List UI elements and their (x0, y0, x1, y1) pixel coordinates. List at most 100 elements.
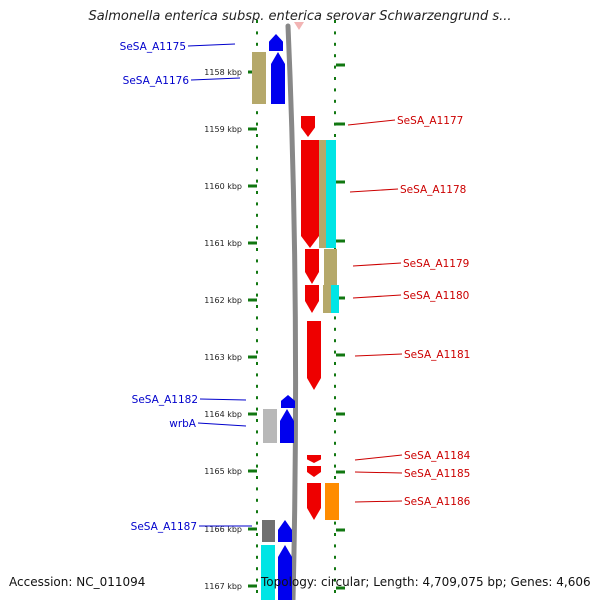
reverse-gene-label: SeSA_A1184 (404, 450, 471, 462)
reverse-gene-leader-line (354, 500, 403, 503)
ruler-tick-label: 1163 kbp (204, 353, 242, 362)
reverse-track-tick (334, 88, 336, 92)
reverse-track-tick (334, 476, 336, 479)
reverse-ruler-tick (336, 353, 345, 357)
reverse-track-tick (334, 339, 336, 343)
ruler-tick-label: 1166 kbp (204, 525, 242, 534)
reverse-track-tick (334, 99, 336, 103)
reverse-gene-label: SeSA_A1180 (403, 290, 469, 302)
reverse-gene-leader-line (352, 262, 402, 267)
ruler-tick-label: 1162 kbp (204, 296, 242, 305)
reverse-gene-label: SeSA_A1178 (400, 184, 466, 196)
forward-gene-label: SeSA_A1182 (132, 394, 198, 406)
ruler-track-tick (256, 31, 258, 35)
genome-stats-text: Topology: circular; Length: 4,709,075 bp… (261, 575, 591, 589)
reverse-ruler-tick (336, 528, 345, 532)
cog-cyan-box (326, 140, 336, 248)
reverse-track-tick (334, 555, 336, 559)
reverse-track-tick (334, 77, 336, 80)
accession-text: Accession: NC_011094 (9, 575, 146, 589)
ruler-track-tick (256, 362, 258, 365)
ruler-track-tick (256, 282, 258, 286)
cog-cyan-box (261, 545, 275, 600)
reverse-track-tick (334, 122, 336, 126)
ruler-major-tick (248, 355, 257, 359)
ruler-track-tick (256, 555, 258, 559)
ruler-track-tick (256, 419, 258, 422)
reverse-ruler-tick (336, 180, 345, 184)
ruler-track-tick (256, 225, 258, 229)
ruler-track-tick (256, 339, 258, 343)
reverse-gene-leader-line (354, 353, 403, 357)
reverse-track-tick (334, 533, 336, 536)
reverse-track-tick (334, 65, 336, 69)
ruler-track-tick (256, 248, 258, 251)
reverse-track-tick (334, 430, 336, 434)
ruler-track-tick (256, 510, 258, 514)
ruler-tick-label: 1164 kbp (204, 410, 242, 419)
ruler-track-tick (256, 533, 258, 536)
ruler-track-tick (256, 327, 258, 331)
ruler-track-tick (256, 498, 258, 502)
ruler-tick-label: 1167 kbp (204, 582, 242, 591)
reverse-track-tick (334, 396, 336, 400)
reverse-track-tick (334, 441, 336, 445)
reverse-track-tick (334, 362, 336, 365)
ruler-track-tick (256, 384, 258, 388)
forward-gene-leader-line (197, 422, 247, 427)
ruler-tick-label: 1158 kbp (204, 68, 242, 77)
ruler-track-tick (256, 453, 258, 457)
forward-gene-label: SeSA_A1176 (123, 75, 190, 87)
ruler-track-tick (256, 134, 258, 137)
reverse-track-tick (334, 464, 336, 468)
forward-gene-arrow (280, 409, 294, 443)
reverse-track-tick (334, 384, 336, 388)
ruler-major-tick (248, 412, 257, 416)
reverse-track-tick (334, 590, 336, 593)
cog-cyan-box (331, 285, 339, 313)
ruler-major-tick (248, 127, 257, 131)
cog-gray-box (263, 409, 277, 443)
ruler-major-tick (248, 241, 257, 245)
ruler-track-tick (256, 396, 258, 400)
reverse-track-tick (334, 567, 336, 571)
ruler-track-tick (256, 578, 258, 582)
reverse-gene-leader-line (352, 294, 402, 299)
reverse-track-tick (334, 31, 336, 35)
reverse-track-tick (334, 42, 336, 46)
ruler-track-tick (256, 42, 258, 46)
reverse-gene-arrow (307, 321, 321, 390)
reverse-track-tick (334, 350, 336, 354)
forward-gene-arrow (278, 520, 292, 542)
ruler-track-tick (256, 122, 258, 126)
reverse-gene-arrow (307, 483, 321, 520)
reverse-gene-leader-line (354, 471, 403, 474)
cog-khaki-box (323, 285, 331, 313)
reverse-ruler-tick (336, 239, 345, 243)
ruler-track-tick (256, 521, 258, 525)
reverse-gene-arrow (301, 140, 319, 248)
ruler-track-tick (256, 544, 258, 548)
cog-orange-box (325, 483, 339, 520)
reverse-gene-arrow (305, 249, 319, 284)
reverse-ruler-tick (336, 586, 345, 590)
sequence-position-marker (294, 22, 304, 30)
reverse-track-tick (334, 134, 336, 137)
reverse-gene-leader-line (349, 188, 399, 193)
forward-gene-label: SeSA_A1175 (120, 41, 186, 53)
ruler-tick-label: 1160 kbp (204, 182, 242, 191)
reverse-track-tick (334, 316, 336, 320)
reverse-track-tick (334, 111, 336, 115)
forward-gene-arrow (269, 34, 283, 51)
ruler-track-tick (256, 168, 258, 172)
ruler-track-tick (256, 20, 258, 23)
reverse-track-tick (334, 327, 336, 331)
cog-khaki-box (252, 52, 266, 104)
reverse-track-tick (334, 373, 336, 377)
ruler-track-tick (256, 441, 258, 445)
ruler-track-tick (256, 316, 258, 320)
reverse-track-tick (334, 407, 336, 411)
reverse-gene-label: SeSA_A1185 (404, 468, 470, 480)
